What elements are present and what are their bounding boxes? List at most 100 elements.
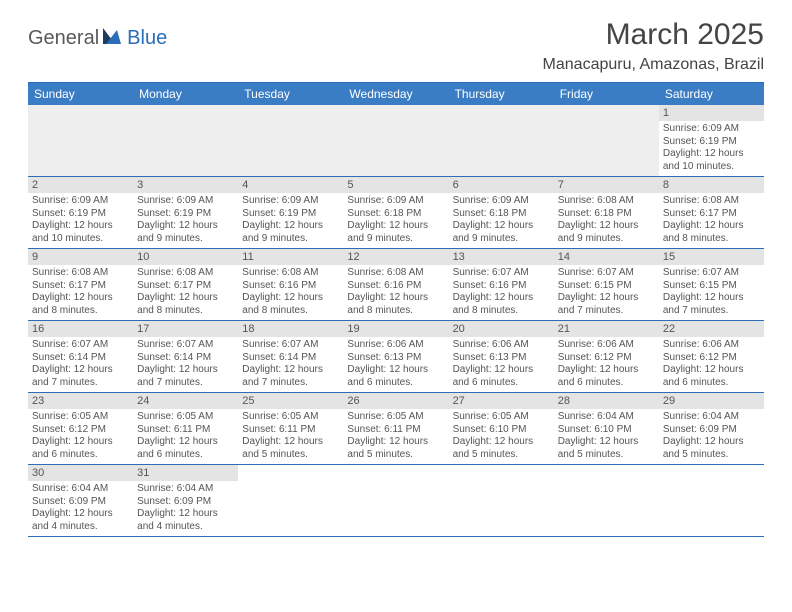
- sunset-text: Sunset: 6:15 PM: [663, 280, 760, 293]
- day-info: Sunrise: 6:08 AMSunset: 6:16 PMDaylight:…: [343, 265, 448, 320]
- day-cell: 6Sunrise: 6:09 AMSunset: 6:18 PMDaylight…: [449, 177, 554, 248]
- day-number: 15: [659, 249, 764, 265]
- sunset-text: Sunset: 6:18 PM: [558, 208, 655, 221]
- day-header: Thursday: [449, 83, 554, 105]
- daylight-text: Daylight: 12 hours: [32, 436, 129, 449]
- month-title: March 2025: [543, 18, 764, 52]
- daylight-text: and 8 minutes.: [137, 305, 234, 318]
- daylight-text: Daylight: 12 hours: [242, 220, 339, 233]
- daylight-text: Daylight: 12 hours: [558, 220, 655, 233]
- day-number: 2: [28, 177, 133, 193]
- day-cell: [343, 465, 448, 536]
- sunset-text: Sunset: 6:10 PM: [453, 424, 550, 437]
- daylight-text: and 8 minutes.: [242, 305, 339, 318]
- sunset-text: Sunset: 6:11 PM: [137, 424, 234, 437]
- day-cell: 15Sunrise: 6:07 AMSunset: 6:15 PMDayligh…: [659, 249, 764, 320]
- daylight-text: Daylight: 12 hours: [137, 436, 234, 449]
- logo-sail-icon: [101, 26, 123, 51]
- day-cell: 3Sunrise: 6:09 AMSunset: 6:19 PMDaylight…: [133, 177, 238, 248]
- day-info: Sunrise: 6:07 AMSunset: 6:16 PMDaylight:…: [449, 265, 554, 320]
- day-cell: 16Sunrise: 6:07 AMSunset: 6:14 PMDayligh…: [28, 321, 133, 392]
- daylight-text: and 5 minutes.: [453, 449, 550, 462]
- sunset-text: Sunset: 6:14 PM: [137, 352, 234, 365]
- day-number: 16: [28, 321, 133, 337]
- sunset-text: Sunset: 6:18 PM: [347, 208, 444, 221]
- daylight-text: and 6 minutes.: [558, 377, 655, 390]
- day-number: 4: [238, 177, 343, 193]
- day-cell: [554, 465, 659, 536]
- daylight-text: and 9 minutes.: [137, 233, 234, 246]
- sunrise-text: Sunrise: 6:05 AM: [347, 411, 444, 424]
- day-cell: 4Sunrise: 6:09 AMSunset: 6:19 PMDaylight…: [238, 177, 343, 248]
- day-cell: 23Sunrise: 6:05 AMSunset: 6:12 PMDayligh…: [28, 393, 133, 464]
- day-cell: 19Sunrise: 6:06 AMSunset: 6:13 PMDayligh…: [343, 321, 448, 392]
- daylight-text: Daylight: 12 hours: [242, 436, 339, 449]
- day-cell: 27Sunrise: 6:05 AMSunset: 6:10 PMDayligh…: [449, 393, 554, 464]
- page-header: General Blue March 2025 Manacapuru, Amaz…: [0, 0, 792, 82]
- day-cell: [28, 105, 133, 176]
- daylight-text: and 5 minutes.: [663, 449, 760, 462]
- day-info: Sunrise: 6:07 AMSunset: 6:15 PMDaylight:…: [554, 265, 659, 320]
- day-cell: 10Sunrise: 6:08 AMSunset: 6:17 PMDayligh…: [133, 249, 238, 320]
- day-info: Sunrise: 6:04 AMSunset: 6:10 PMDaylight:…: [554, 409, 659, 464]
- daylight-text: Daylight: 12 hours: [663, 220, 760, 233]
- day-info: Sunrise: 6:09 AMSunset: 6:19 PMDaylight:…: [133, 193, 238, 248]
- day-cell: 20Sunrise: 6:06 AMSunset: 6:13 PMDayligh…: [449, 321, 554, 392]
- day-info: Sunrise: 6:07 AMSunset: 6:14 PMDaylight:…: [28, 337, 133, 392]
- day-cell: 17Sunrise: 6:07 AMSunset: 6:14 PMDayligh…: [133, 321, 238, 392]
- sunset-text: Sunset: 6:19 PM: [137, 208, 234, 221]
- day-number: 21: [554, 321, 659, 337]
- daylight-text: and 10 minutes.: [663, 161, 760, 174]
- sunset-text: Sunset: 6:18 PM: [453, 208, 550, 221]
- sunset-text: Sunset: 6:14 PM: [32, 352, 129, 365]
- day-info: Sunrise: 6:04 AMSunset: 6:09 PMDaylight:…: [28, 481, 133, 536]
- sunset-text: Sunset: 6:12 PM: [558, 352, 655, 365]
- daylight-text: Daylight: 12 hours: [137, 508, 234, 521]
- sunset-text: Sunset: 6:11 PM: [347, 424, 444, 437]
- daylight-text: Daylight: 12 hours: [453, 220, 550, 233]
- day-info: Sunrise: 6:08 AMSunset: 6:18 PMDaylight:…: [554, 193, 659, 248]
- daylight-text: and 8 minutes.: [347, 305, 444, 318]
- sunrise-text: Sunrise: 6:06 AM: [347, 339, 444, 352]
- day-info: Sunrise: 6:07 AMSunset: 6:15 PMDaylight:…: [659, 265, 764, 320]
- daylight-text: and 9 minutes.: [242, 233, 339, 246]
- day-info: Sunrise: 6:06 AMSunset: 6:12 PMDaylight:…: [659, 337, 764, 392]
- day-info: Sunrise: 6:08 AMSunset: 6:17 PMDaylight:…: [28, 265, 133, 320]
- daylight-text: and 7 minutes.: [242, 377, 339, 390]
- daylight-text: and 8 minutes.: [663, 233, 760, 246]
- day-cell: 11Sunrise: 6:08 AMSunset: 6:16 PMDayligh…: [238, 249, 343, 320]
- sunset-text: Sunset: 6:19 PM: [242, 208, 339, 221]
- daylight-text: and 9 minutes.: [558, 233, 655, 246]
- day-number: 1: [659, 105, 764, 121]
- sunrise-text: Sunrise: 6:05 AM: [453, 411, 550, 424]
- day-cell: 21Sunrise: 6:06 AMSunset: 6:12 PMDayligh…: [554, 321, 659, 392]
- sunrise-text: Sunrise: 6:08 AM: [32, 267, 129, 280]
- sunrise-text: Sunrise: 6:09 AM: [347, 195, 444, 208]
- sunset-text: Sunset: 6:09 PM: [663, 424, 760, 437]
- day-number: 29: [659, 393, 764, 409]
- sunrise-text: Sunrise: 6:05 AM: [137, 411, 234, 424]
- day-number: 11: [238, 249, 343, 265]
- daylight-text: and 4 minutes.: [32, 521, 129, 534]
- daylight-text: Daylight: 12 hours: [558, 436, 655, 449]
- daylight-text: Daylight: 12 hours: [137, 292, 234, 305]
- sunrise-text: Sunrise: 6:05 AM: [32, 411, 129, 424]
- daylight-text: Daylight: 12 hours: [32, 220, 129, 233]
- title-block: March 2025 Manacapuru, Amazonas, Brazil: [543, 18, 764, 74]
- day-number: 13: [449, 249, 554, 265]
- day-info: Sunrise: 6:05 AMSunset: 6:10 PMDaylight:…: [449, 409, 554, 464]
- sunrise-text: Sunrise: 6:08 AM: [558, 195, 655, 208]
- sunrise-text: Sunrise: 6:08 AM: [347, 267, 444, 280]
- sunrise-text: Sunrise: 6:08 AM: [663, 195, 760, 208]
- day-cell: 13Sunrise: 6:07 AMSunset: 6:16 PMDayligh…: [449, 249, 554, 320]
- day-cell: [133, 105, 238, 176]
- day-number: 24: [133, 393, 238, 409]
- day-info: Sunrise: 6:09 AMSunset: 6:19 PMDaylight:…: [28, 193, 133, 248]
- daylight-text: and 7 minutes.: [663, 305, 760, 318]
- logo: General Blue: [28, 18, 167, 51]
- day-header: Tuesday: [238, 83, 343, 105]
- day-number: 25: [238, 393, 343, 409]
- sunset-text: Sunset: 6:12 PM: [32, 424, 129, 437]
- sunset-text: Sunset: 6:16 PM: [242, 280, 339, 293]
- day-cell: 12Sunrise: 6:08 AMSunset: 6:16 PMDayligh…: [343, 249, 448, 320]
